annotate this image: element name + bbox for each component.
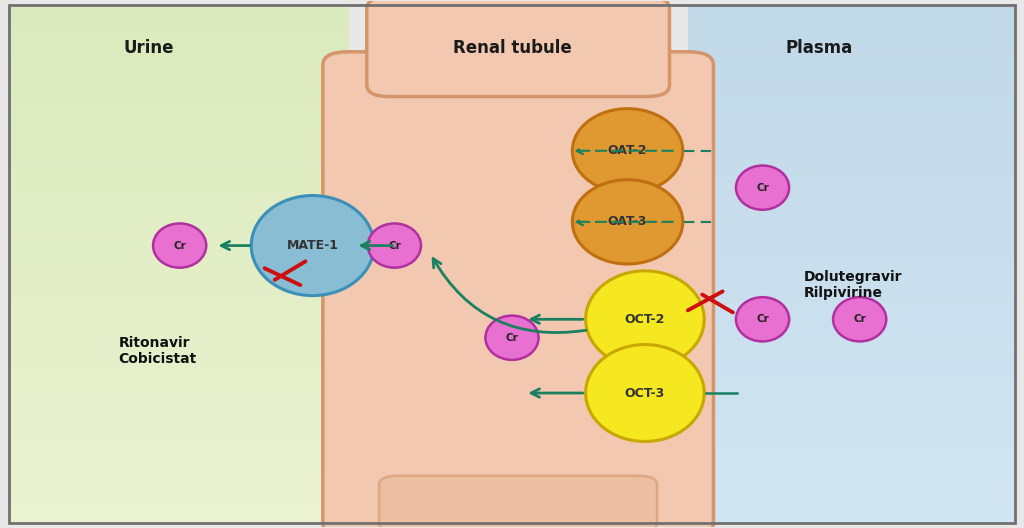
Ellipse shape <box>736 165 790 210</box>
Text: Ritonavir
Cobicistat: Ritonavir Cobicistat <box>119 336 197 366</box>
Ellipse shape <box>834 297 887 342</box>
FancyArrowPatch shape <box>433 259 586 333</box>
FancyBboxPatch shape <box>379 476 657 528</box>
Text: Plasma: Plasma <box>785 39 852 57</box>
FancyBboxPatch shape <box>367 0 670 97</box>
Text: Cr: Cr <box>173 241 186 251</box>
Text: OCT-2: OCT-2 <box>625 313 666 326</box>
Ellipse shape <box>153 223 206 268</box>
Text: Cr: Cr <box>853 314 866 324</box>
Text: OAT-3: OAT-3 <box>608 215 647 229</box>
Text: OAT-2: OAT-2 <box>608 144 647 157</box>
Ellipse shape <box>586 271 705 367</box>
Text: Cr: Cr <box>756 314 769 324</box>
Ellipse shape <box>251 195 374 296</box>
FancyBboxPatch shape <box>323 52 714 528</box>
Text: MATE-1: MATE-1 <box>287 239 339 252</box>
Text: Urine: Urine <box>124 39 174 57</box>
Ellipse shape <box>572 180 683 264</box>
Text: OCT-3: OCT-3 <box>625 386 665 400</box>
Ellipse shape <box>368 223 421 268</box>
Text: Dolutegravir
Rilpivirine: Dolutegravir Rilpivirine <box>804 270 902 300</box>
Ellipse shape <box>736 297 790 342</box>
Ellipse shape <box>572 109 683 193</box>
Ellipse shape <box>485 316 539 360</box>
Text: Cr: Cr <box>756 183 769 193</box>
Text: Cr: Cr <box>388 241 400 251</box>
Ellipse shape <box>586 345 705 441</box>
Text: Renal tubule: Renal tubule <box>453 39 571 57</box>
Text: Cr: Cr <box>506 333 518 343</box>
